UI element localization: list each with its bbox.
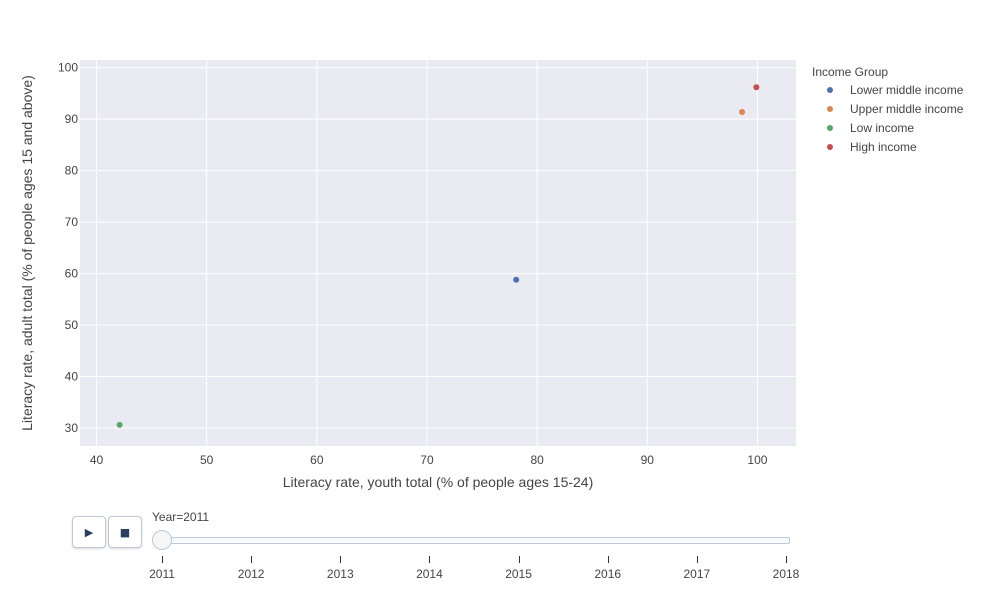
legend-entry: Lower middle income — [850, 83, 964, 97]
x-tick-labels: 40 50 60 70 80 90 100 — [90, 453, 768, 467]
x-axis-title: Literacy rate, youth total (% of people … — [283, 474, 594, 490]
slider-tick-label: 2013 — [326, 567, 354, 581]
x-tick-label: 60 — [310, 453, 324, 467]
y-tick-label: 30 — [65, 421, 79, 435]
slider-tick-label: 2011 — [149, 567, 175, 581]
x-tick-label: 80 — [530, 453, 544, 467]
y-tick-label: 60 — [65, 267, 79, 281]
slider-tick — [786, 556, 787, 563]
slider-tick — [607, 556, 609, 563]
y-axis-title: Literacy rate, adult total (% of people … — [19, 75, 35, 431]
data-points — [116, 84, 760, 428]
slider-tick-label: 2018 — [772, 567, 800, 581]
slider-tick-label: 2012 — [237, 567, 265, 581]
data-point — [513, 276, 520, 283]
legend-entry: Low income — [850, 121, 914, 135]
data-point — [739, 108, 746, 115]
y-tick-label: 80 — [65, 164, 79, 178]
legend: Income Group Lower middle income Upper mi… — [812, 65, 964, 154]
legend-marker — [827, 106, 833, 112]
slider-tick — [429, 556, 431, 563]
y-tick-label: 90 — [65, 112, 79, 126]
slider-tick-label: 2015 — [505, 567, 532, 581]
year-slider-track[interactable] — [160, 537, 790, 544]
slider-tick-label: 2014 — [416, 567, 443, 581]
legend-title: Income Group — [812, 65, 888, 79]
slider-tick — [518, 556, 520, 563]
x-tick-label: 90 — [641, 453, 655, 467]
stop-button[interactable]: ■ — [108, 516, 142, 548]
plot-area — [80, 60, 796, 446]
slider-current-value: Year=2011 — [152, 510, 210, 524]
slider-tick-label: 2017 — [683, 567, 711, 581]
legend-entry: High income — [850, 140, 917, 154]
y-gridlines — [80, 67, 796, 429]
slider-tick — [251, 556, 253, 563]
play-button[interactable]: ▶ — [72, 516, 106, 548]
slider-tick — [696, 556, 698, 563]
x-tick-label: 50 — [200, 453, 214, 467]
slider-tick — [162, 556, 163, 563]
x-tick-label: 40 — [90, 453, 104, 467]
x-gridlines — [96, 60, 758, 446]
y-tick-label: 70 — [65, 215, 79, 229]
data-point — [753, 84, 760, 91]
slider-tick-label: 2016 — [594, 567, 622, 581]
x-tick-label: 100 — [747, 453, 767, 467]
y-tick-label: 40 — [65, 370, 79, 384]
legend-marker — [827, 87, 833, 93]
legend-marker — [827, 144, 833, 150]
legend-entry: Upper middle income — [850, 102, 964, 116]
slider-tick — [340, 556, 342, 563]
y-tick-label: 100 — [58, 61, 78, 75]
y-tick-labels: 30 40 50 60 70 80 90 100 — [58, 61, 78, 435]
year-slider-handle[interactable] — [152, 530, 172, 550]
data-point — [116, 421, 123, 428]
legend-marker — [827, 125, 833, 131]
y-tick-label: 50 — [65, 318, 79, 332]
x-tick-label: 70 — [420, 453, 434, 467]
